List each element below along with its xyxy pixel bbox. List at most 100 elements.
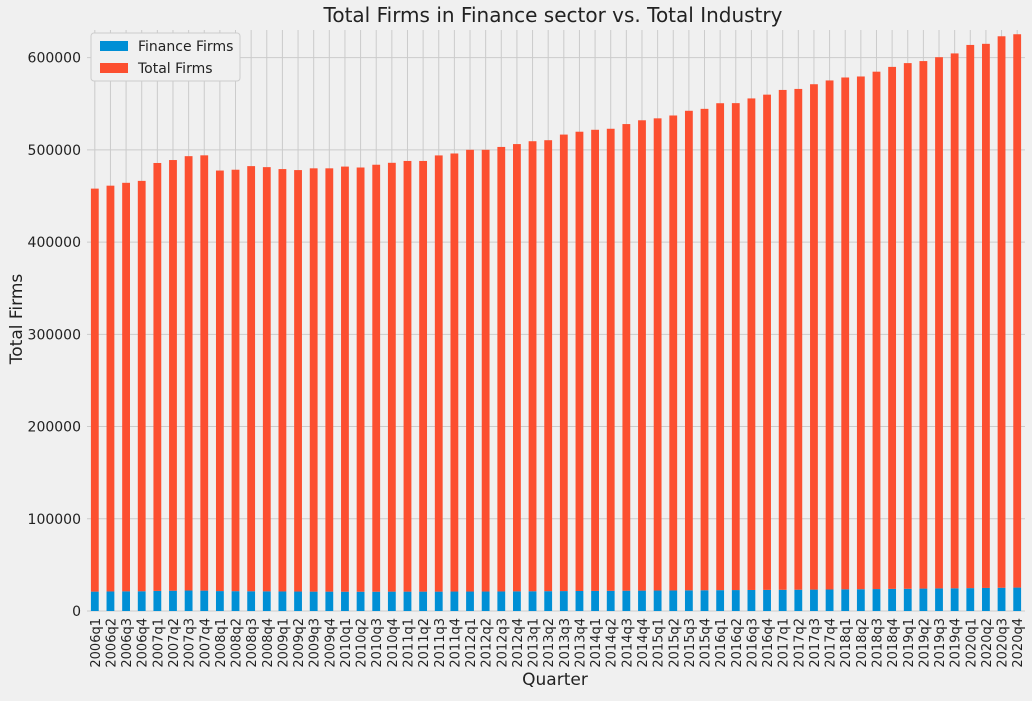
x-tick-label: 2017q4 — [824, 618, 839, 668]
bar-finance-firms — [419, 591, 428, 611]
x-tick-label: 2016q2 — [730, 618, 745, 668]
chart-title: Total Firms in Finance sector vs. Total … — [323, 3, 783, 27]
bar-total-firms — [122, 182, 130, 592]
bar-total-firms — [888, 66, 897, 589]
x-tick-label: 2011q4 — [448, 618, 463, 668]
bar-total-firms — [387, 162, 396, 592]
bar-total-firms — [1013, 34, 1022, 588]
x-tick-label: 2014q1 — [589, 618, 604, 668]
x-tick-label: 2010q3 — [370, 618, 385, 668]
bar-finance-firms — [841, 589, 850, 611]
x-tick-label: 2015q1 — [652, 618, 667, 668]
bar-finance-firms — [294, 591, 302, 611]
bar-finance-firms — [481, 591, 490, 611]
x-tick-label: 2008q4 — [261, 618, 276, 668]
y-tick-label: 200000 — [28, 420, 81, 436]
bar-total-firms — [982, 43, 990, 588]
x-tick-label: 2006q1 — [89, 618, 104, 668]
x-tick-label: 2017q1 — [777, 618, 792, 668]
bar-total-firms — [653, 118, 662, 591]
bar-finance-firms — [450, 591, 459, 611]
x-tick-label: 2013q3 — [558, 618, 573, 668]
bar-finance-firms — [810, 589, 818, 611]
bar-finance-firms — [544, 591, 553, 611]
x-tick-label: 2015q4 — [699, 618, 714, 668]
bar-finance-firms — [231, 591, 240, 611]
bar-finance-firms — [169, 590, 177, 611]
bar-finance-firms — [638, 590, 646, 611]
bar-total-firms — [606, 128, 615, 591]
bar-total-firms — [497, 146, 506, 592]
bar-finance-firms — [356, 591, 365, 611]
bar-total-firms — [372, 164, 381, 592]
bar-total-firms — [341, 166, 349, 592]
bar-finance-firms — [950, 588, 959, 611]
x-tick-label: 2019q4 — [949, 618, 964, 668]
bar-total-firms — [622, 124, 631, 591]
x-tick-label: 2007q2 — [167, 618, 182, 668]
x-tick-label: 2012q3 — [495, 618, 510, 668]
y-tick-label: 500000 — [28, 143, 81, 159]
y-axis-label: Total Firms — [7, 274, 27, 366]
y-axis-ticks: 0 100000 200000 300000 400000 500000 600000 — [28, 51, 81, 620]
x-tick-label: 2020q3 — [996, 618, 1011, 668]
bar-total-firms — [262, 167, 271, 592]
bar-finance-firms — [669, 590, 678, 611]
x-tick-label: 2007q3 — [183, 618, 198, 668]
bar-finance-firms — [575, 590, 584, 611]
bar-total-firms — [434, 155, 443, 592]
x-axis-label: Quarter — [522, 670, 588, 690]
x-tick-label: 2020q4 — [1011, 618, 1026, 668]
bar-total-firms — [716, 103, 725, 591]
bar-finance-firms — [90, 591, 99, 611]
bar-total-firms — [731, 103, 740, 591]
x-tick-label: 2012q1 — [464, 618, 479, 668]
x-tick-label: 2017q3 — [808, 618, 823, 668]
y-tick-label: 300000 — [28, 327, 81, 343]
bar-total-firms — [544, 140, 553, 592]
bar-total-firms — [700, 108, 709, 591]
bar-finance-firms — [653, 590, 662, 611]
x-tick-label: 2014q4 — [636, 618, 651, 668]
x-tick-label: 2016q3 — [745, 618, 760, 668]
bar-finance-firms — [528, 591, 537, 611]
x-tick-label: 2008q3 — [245, 618, 260, 668]
bar-total-firms — [528, 141, 537, 592]
bar-total-firms — [137, 180, 146, 592]
bar-total-firms — [200, 155, 209, 591]
bar-total-firms — [794, 88, 803, 590]
x-tick-label: 2015q3 — [683, 618, 698, 668]
x-tick-label: 2009q1 — [276, 618, 291, 668]
bar-total-firms — [825, 80, 834, 590]
bar-finance-firms — [341, 591, 349, 611]
bar-finance-firms — [1013, 587, 1022, 611]
x-tick-label: 2020q2 — [980, 618, 995, 668]
x-tick-label: 2010q4 — [386, 618, 401, 668]
x-tick-label: 2011q3 — [433, 618, 448, 668]
bar-finance-firms — [215, 591, 224, 611]
y-tick-label: 100000 — [28, 512, 81, 528]
bar-total-firms — [763, 94, 771, 590]
x-axis-ticks: 2006q1 2006q2 2006q3 2006q4 2007q1 2007q2 2007… — [89, 618, 1026, 668]
bar-finance-firms — [309, 591, 318, 611]
bar-finance-firms — [591, 590, 599, 611]
bar-total-firms — [513, 144, 521, 592]
bar-total-firms — [669, 115, 678, 591]
bar-finance-firms — [262, 591, 271, 611]
bar-total-firms — [403, 160, 412, 592]
bar-finance-firms — [137, 591, 146, 611]
bar-finance-firms — [731, 590, 740, 611]
bar-total-firms — [638, 120, 646, 591]
x-tick-label: 2018q3 — [870, 618, 885, 668]
x-tick-label: 2017q2 — [792, 618, 807, 668]
bars — [90, 34, 1022, 611]
bar-total-firms — [153, 162, 162, 591]
x-tick-label: 2009q4 — [323, 618, 338, 668]
x-tick-label: 2006q2 — [104, 618, 119, 668]
x-tick-label: 2007q4 — [198, 618, 213, 668]
x-tick-label: 2008q2 — [230, 618, 245, 668]
x-tick-label: 2011q2 — [417, 618, 432, 668]
bar-total-firms — [247, 166, 256, 592]
bar-finance-firms — [200, 590, 209, 611]
